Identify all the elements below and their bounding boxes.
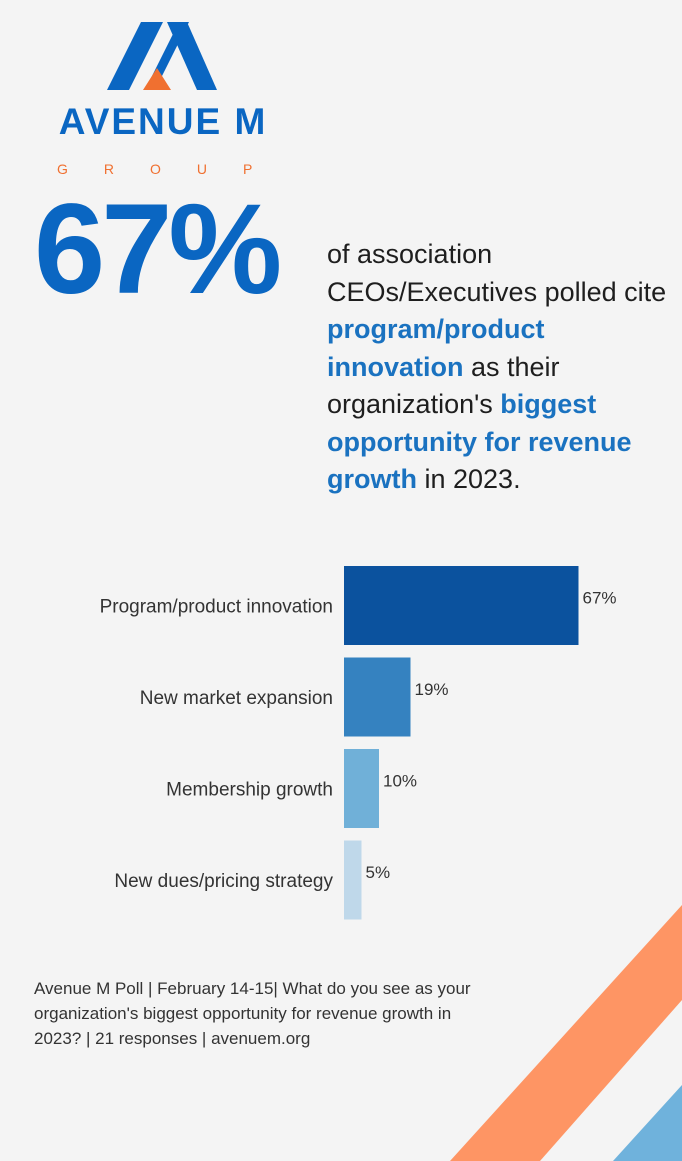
source-footnote: Avenue M Poll | February 14-15| What do … xyxy=(34,979,471,1048)
bar-0 xyxy=(344,566,579,645)
value-label: 19% xyxy=(415,680,449,699)
bar-chart-svg: Program/product innovation 67% New market … xyxy=(100,566,617,920)
category-label: New dues/pricing strategy xyxy=(114,871,333,892)
headline-text: of association CEOs/Executives polled ci… xyxy=(327,236,667,499)
value-label: 67% xyxy=(583,589,617,608)
bar-chart: Program/product innovation 67% New market … xyxy=(0,555,682,935)
category-label: Program/product innovation xyxy=(100,597,333,618)
blue-stripe xyxy=(613,1085,682,1161)
headline-segment: as their organization's xyxy=(327,351,560,420)
headline-highlight: program/product innovation xyxy=(327,314,545,382)
category-label: New market expansion xyxy=(140,688,333,709)
value-label: 5% xyxy=(366,863,391,882)
avenue-m-logo: AVENUE M GROUP xyxy=(55,22,271,176)
logo-name: AVENUE M xyxy=(58,101,268,142)
headline-stat: 67% xyxy=(34,178,282,321)
headline-segment: in 2023. xyxy=(416,464,521,494)
logo-mark-icon xyxy=(107,22,217,90)
category-label: Membership growth xyxy=(166,780,333,801)
logo-subtitle: GROUP xyxy=(57,161,289,177)
value-label: 10% xyxy=(383,772,417,791)
bar-3 xyxy=(344,840,362,920)
bar-1 xyxy=(344,657,411,737)
headline-segment: of association CEOs/Executives polled ci… xyxy=(327,239,667,307)
headline-highlight: biggest opportunity for revenue growth xyxy=(327,389,632,494)
bar-2 xyxy=(344,749,379,828)
